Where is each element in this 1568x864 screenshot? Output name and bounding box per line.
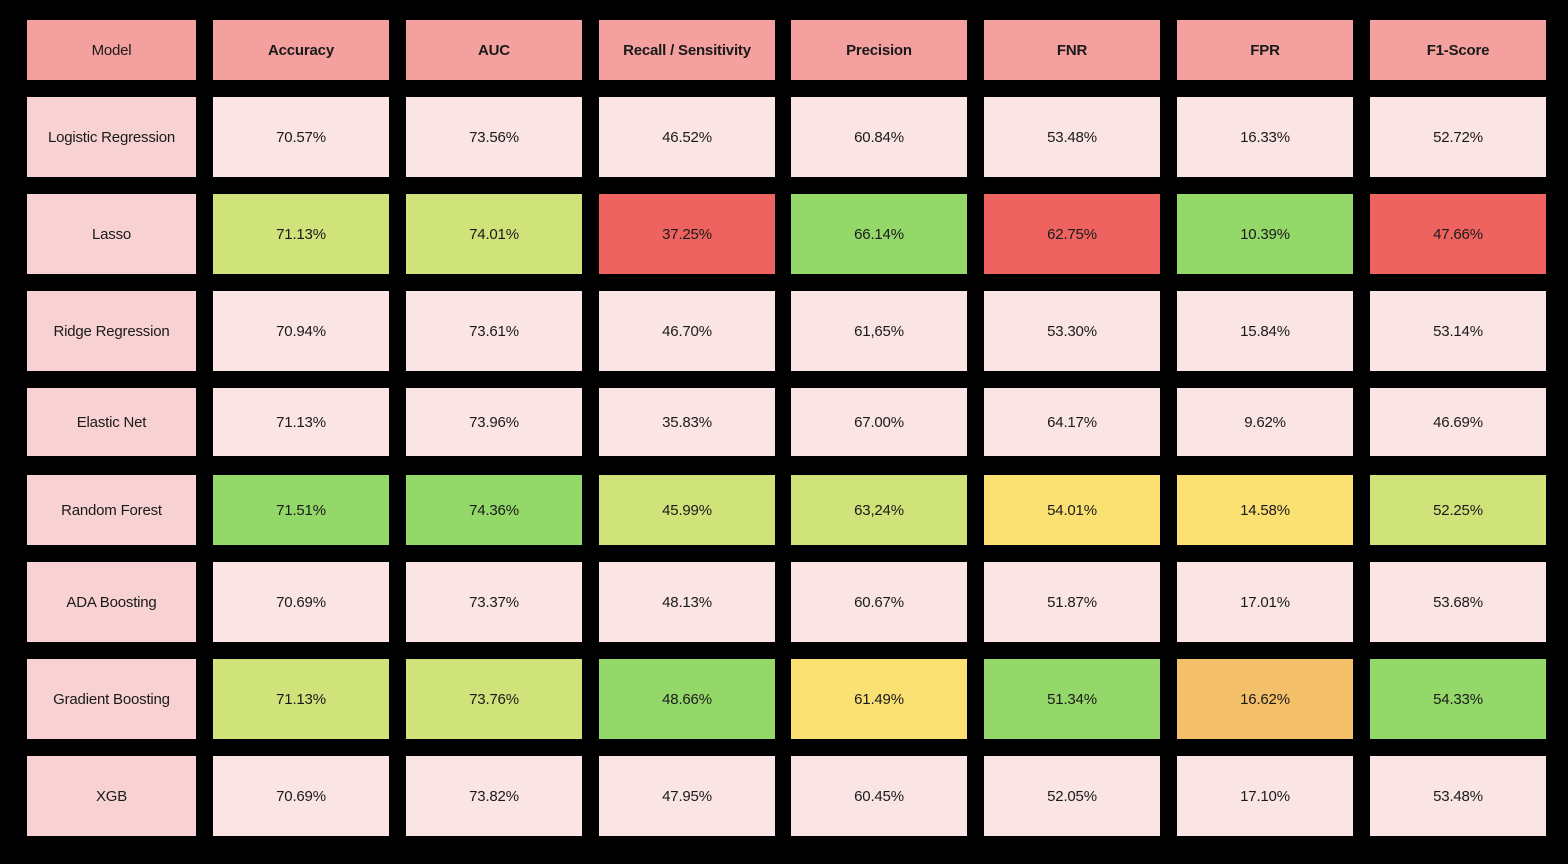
- metric-cell-accuracy: 71.51%: [213, 475, 389, 545]
- metric-cell-accuracy: 71.13%: [213, 659, 389, 739]
- metric-cell-precision: 60.84%: [791, 97, 967, 177]
- header-model: Model: [27, 20, 196, 80]
- metric-cell-recall-sensitivity: 46.70%: [599, 291, 775, 371]
- metric-cell-f1-score: 53.14%: [1370, 291, 1546, 371]
- metric-cell-recall-sensitivity: 48.13%: [599, 562, 775, 642]
- metric-cell-precision: 60.67%: [791, 562, 967, 642]
- metric-cell-recall-sensitivity: 37.25%: [599, 194, 775, 274]
- metric-cell-fnr: 51.34%: [984, 659, 1160, 739]
- model-name-cell: Lasso: [27, 194, 196, 274]
- metric-cell-f1-score: 54.33%: [1370, 659, 1546, 739]
- metric-cell-recall-sensitivity: 46.52%: [599, 97, 775, 177]
- model-name-cell: Random Forest: [27, 475, 196, 545]
- metric-cell-fnr: 62.75%: [984, 194, 1160, 274]
- metric-cell-fpr: 14.58%: [1177, 475, 1353, 545]
- metric-cell-fpr: 15.84%: [1177, 291, 1353, 371]
- header-fpr: FPR: [1177, 20, 1353, 80]
- metric-cell-f1-score: 52.72%: [1370, 97, 1546, 177]
- metric-cell-auc: 74.36%: [406, 475, 582, 545]
- metric-cell-auc: 73.82%: [406, 756, 582, 836]
- metric-cell-precision: 61.49%: [791, 659, 967, 739]
- model-name-cell: ADA Boosting: [27, 562, 196, 642]
- metric-cell-auc: 73.76%: [406, 659, 582, 739]
- model-name-cell: XGB: [27, 756, 196, 836]
- metric-cell-auc: 73.96%: [406, 388, 582, 456]
- metric-cell-f1-score: 46.69%: [1370, 388, 1546, 456]
- model-name-cell: Ridge Regression: [27, 291, 196, 371]
- metric-cell-precision: 60.45%: [791, 756, 967, 836]
- metric-cell-fpr: 16.62%: [1177, 659, 1353, 739]
- header-recall-sensitivity: Recall / Sensitivity: [599, 20, 775, 80]
- metric-cell-accuracy: 71.13%: [213, 388, 389, 456]
- metric-cell-fpr: 17.10%: [1177, 756, 1353, 836]
- metric-cell-f1-score: 53.48%: [1370, 756, 1546, 836]
- header-fnr: FNR: [984, 20, 1160, 80]
- header-auc: AUC: [406, 20, 582, 80]
- metric-cell-recall-sensitivity: 35.83%: [599, 388, 775, 456]
- metric-cell-f1-score: 53.68%: [1370, 562, 1546, 642]
- metric-cell-fpr: 16.33%: [1177, 97, 1353, 177]
- metric-cell-auc: 73.37%: [406, 562, 582, 642]
- model-name-cell: Logistic Regression: [27, 97, 196, 177]
- model-name-cell: Gradient Boosting: [27, 659, 196, 739]
- metric-cell-fnr: 53.48%: [984, 97, 1160, 177]
- metric-cell-auc: 73.61%: [406, 291, 582, 371]
- metric-cell-recall-sensitivity: 48.66%: [599, 659, 775, 739]
- metric-cell-precision: 67.00%: [791, 388, 967, 456]
- metric-cell-fpr: 9.62%: [1177, 388, 1353, 456]
- header-precision: Precision: [791, 20, 967, 80]
- metric-cell-fnr: 52.05%: [984, 756, 1160, 836]
- metric-cell-f1-score: 52.25%: [1370, 475, 1546, 545]
- metric-cell-fpr: 10.39%: [1177, 194, 1353, 274]
- metric-cell-fnr: 51.87%: [984, 562, 1160, 642]
- metric-cell-recall-sensitivity: 45.99%: [599, 475, 775, 545]
- metric-cell-accuracy: 70.69%: [213, 756, 389, 836]
- metric-cell-fpr: 17.01%: [1177, 562, 1353, 642]
- metric-cell-precision: 61,65%: [791, 291, 967, 371]
- metric-cell-fnr: 53.30%: [984, 291, 1160, 371]
- model-name-cell: Elastic Net: [27, 388, 196, 456]
- metric-cell-fnr: 54.01%: [984, 475, 1160, 545]
- metric-cell-recall-sensitivity: 47.95%: [599, 756, 775, 836]
- metric-cell-accuracy: 71.13%: [213, 194, 389, 274]
- metric-cell-f1-score: 47.66%: [1370, 194, 1546, 274]
- metric-cell-precision: 66.14%: [791, 194, 967, 274]
- metric-cell-auc: 73.56%: [406, 97, 582, 177]
- header-f1-score: F1-Score: [1370, 20, 1546, 80]
- header-accuracy: Accuracy: [213, 20, 389, 80]
- metric-cell-auc: 74.01%: [406, 194, 582, 274]
- metric-cell-fnr: 64.17%: [984, 388, 1160, 456]
- metric-cell-accuracy: 70.94%: [213, 291, 389, 371]
- metric-cell-precision: 63,24%: [791, 475, 967, 545]
- metric-cell-accuracy: 70.57%: [213, 97, 389, 177]
- metric-cell-accuracy: 70.69%: [213, 562, 389, 642]
